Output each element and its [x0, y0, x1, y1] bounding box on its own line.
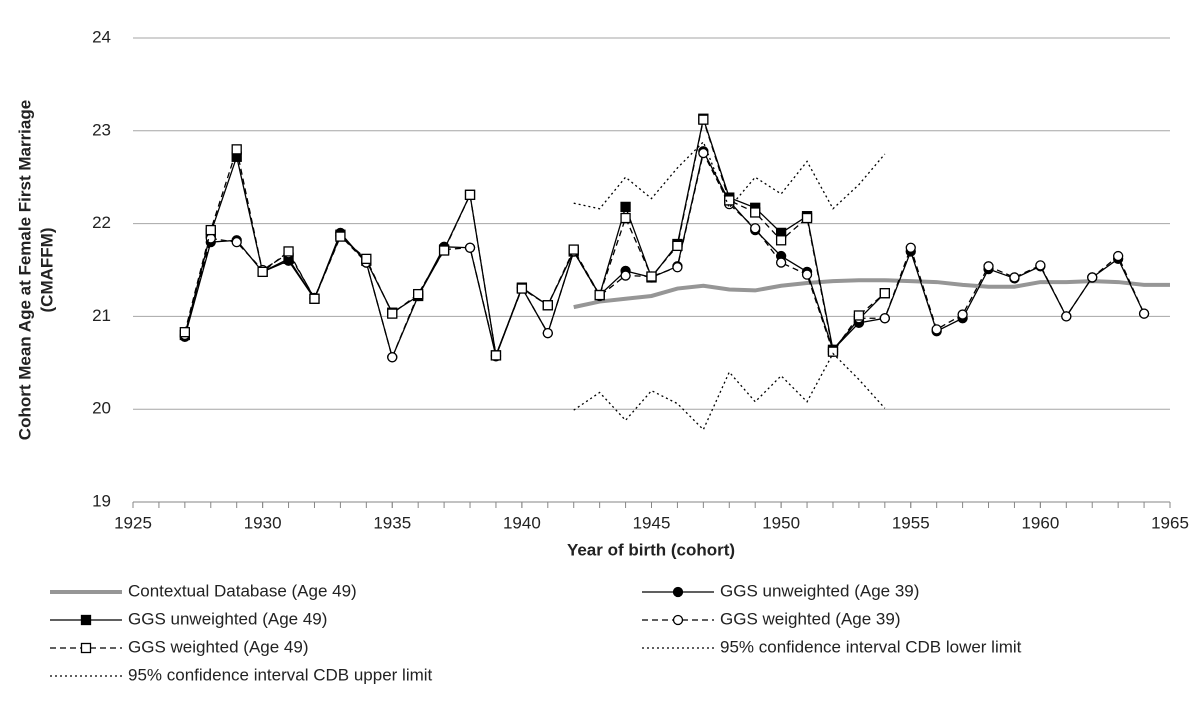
marker [750, 223, 761, 234]
marker [1035, 260, 1046, 271]
marker [620, 201, 631, 213]
legend-label: GGS weighted (Age 49) [128, 637, 308, 656]
marker [750, 207, 761, 218]
marker [594, 289, 605, 301]
marker [724, 195, 735, 206]
y-tick-label: 22 [92, 213, 111, 232]
marker [361, 253, 372, 265]
series-line [573, 352, 886, 431]
x-tick-label: 1965 [1151, 513, 1189, 532]
marker [179, 327, 191, 338]
marker [516, 283, 528, 294]
marker [438, 245, 450, 256]
x-axis-title: Year of birth (cohort) [567, 540, 735, 559]
marker [620, 270, 631, 281]
x-tick-label: 1955 [892, 513, 930, 532]
series-line [573, 140, 886, 210]
marker [1113, 250, 1124, 262]
marker [1138, 308, 1150, 319]
marker [205, 224, 216, 236]
marker [931, 324, 942, 335]
marker [672, 262, 683, 273]
marker [775, 257, 787, 268]
marker [853, 310, 865, 321]
marker [1009, 272, 1020, 283]
marker [801, 269, 813, 280]
marker [983, 261, 994, 272]
marker [231, 144, 242, 155]
legend-marker [80, 614, 92, 626]
marker [905, 242, 916, 253]
marker [620, 212, 631, 224]
legend-marker [672, 614, 684, 626]
legend-label: Contextual Database (Age 49) [128, 581, 357, 600]
legend-label: GGS unweighted (Age 39) [720, 581, 919, 600]
y-tick-label: 20 [92, 399, 111, 418]
marker [1061, 311, 1072, 322]
marker [542, 300, 553, 311]
marker [698, 114, 709, 125]
legend-label: GGS unweighted (Age 49) [128, 609, 327, 628]
marker [283, 246, 294, 257]
marker [387, 352, 398, 363]
marker [309, 293, 320, 304]
marker [568, 244, 579, 255]
y-axis-title: (CMAFFM) [37, 228, 56, 313]
y-tick-label: 23 [92, 120, 111, 139]
legend-marker [80, 642, 92, 654]
x-tick-label: 1945 [633, 513, 671, 532]
y-tick-label: 19 [92, 491, 111, 510]
marker [335, 231, 346, 242]
y-axis-title: Cohort Mean Age at Female First Marriage [15, 100, 34, 440]
y-tick-label: 21 [92, 306, 111, 325]
y-tick-label: 24 [92, 27, 111, 46]
marker [231, 237, 242, 248]
x-tick-label: 1960 [1021, 513, 1059, 532]
series-line [184, 116, 886, 358]
marker [387, 308, 398, 319]
marker [413, 288, 424, 300]
x-tick-label: 1930 [244, 513, 282, 532]
marker [698, 147, 709, 159]
marker [879, 288, 890, 299]
marker [464, 242, 476, 253]
x-tick-label: 1925 [114, 513, 152, 532]
legend-marker [672, 586, 684, 598]
legend-label: GGS weighted (Age 39) [720, 609, 900, 628]
x-tick-label: 1950 [762, 513, 800, 532]
series-line [184, 117, 886, 358]
marker [1087, 272, 1098, 283]
marker [646, 271, 657, 282]
marker [879, 313, 890, 324]
series-line [184, 149, 1145, 360]
marker [801, 212, 813, 224]
legend-label: 95% confidence interval CDB lower limit [720, 637, 1022, 656]
marker [775, 235, 787, 246]
marker [672, 240, 683, 252]
marker [957, 309, 968, 320]
series-line [573, 278, 1170, 310]
marker [464, 189, 476, 200]
legend-label: 95% confidence interval CDB upper limit [128, 665, 433, 684]
marker [490, 350, 502, 361]
marker [257, 266, 268, 278]
x-tick-label: 1940 [503, 513, 541, 532]
x-tick-label: 1935 [373, 513, 411, 532]
marker [827, 346, 839, 357]
marker [542, 327, 553, 339]
